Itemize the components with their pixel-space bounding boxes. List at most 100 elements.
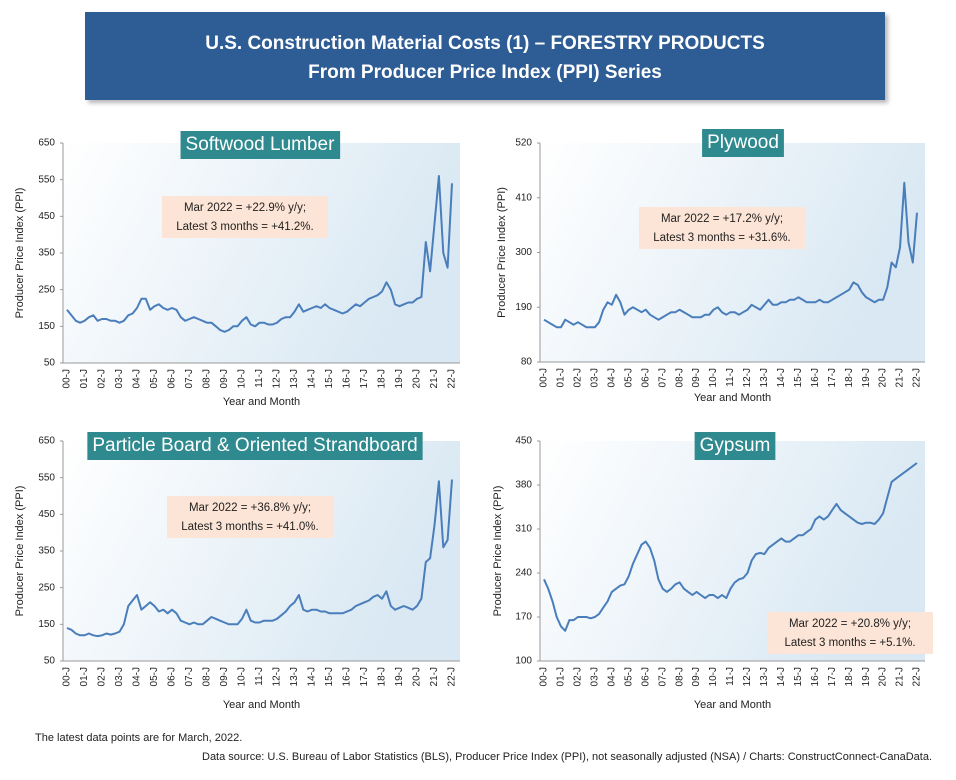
y-tick-label: 300 [515, 247, 532, 258]
x-tick-label: 00-J [62, 667, 73, 686]
y-tick-label: 100 [515, 656, 532, 667]
x-tick-label: 00-J [62, 369, 73, 388]
x-tick-label: 14-J [307, 369, 318, 388]
x-tick-label: 22-J [912, 368, 923, 387]
y-tick-label: 450 [38, 211, 55, 222]
data-line [66, 479, 453, 638]
chart-title-box [702, 129, 784, 157]
title-banner [85, 12, 885, 100]
y-tick-label: 450 [38, 509, 55, 520]
x-tick-label: 18-J [377, 369, 388, 388]
x-tick-label: 07-J [657, 667, 668, 686]
x-tick-label: 16-J [342, 369, 353, 388]
x-axis-title: Year and Month [694, 392, 771, 404]
y-tick-label: 520 [515, 138, 532, 149]
x-tick-label: 21-J [895, 368, 906, 387]
x-tick-label: 11-J [725, 667, 736, 686]
y-tick-label: 50 [44, 656, 56, 667]
x-tick-label: 14-J [776, 667, 787, 686]
x-tick-label: 16-J [810, 368, 821, 387]
x-tick-label: 14-J [776, 368, 787, 387]
chart-title-box [87, 432, 423, 460]
y-tick-label: 190 [515, 302, 532, 313]
y-tick-label: 410 [515, 192, 532, 203]
annotation: Latest 3 months = +5.1%. [784, 637, 915, 649]
plot-area [63, 143, 460, 363]
x-tick-label: 15-J [793, 368, 804, 387]
x-tick-label: 18-J [377, 667, 388, 686]
y-axis-title: Producer Price Index (PPI) [14, 188, 26, 319]
x-tick-label: 04-J [132, 667, 143, 686]
x-tick-label: 10-J [237, 369, 248, 388]
chart-title: Particle Board & Oriented Strandboard [92, 435, 417, 456]
y-tick-label: 350 [38, 248, 55, 259]
chart-title-box [180, 131, 341, 159]
x-tick-label: 01-J [79, 369, 90, 388]
y-tick-label: 350 [38, 546, 55, 557]
x-tick-label: 00-J [539, 667, 550, 686]
y-tick-label: 650 [38, 436, 55, 447]
x-tick-label: 22-J [447, 369, 458, 388]
x-tick-label: 05-J [623, 368, 634, 387]
x-tick-label: 13-J [289, 369, 300, 388]
x-tick-label: 02-J [97, 369, 108, 388]
annotation: Latest 3 months = +41.0%. [181, 521, 318, 533]
y-tick-label: 250 [38, 284, 55, 295]
x-tick-label: 11-J [254, 667, 265, 686]
y-axis-title: Producer Price Index (PPI) [14, 486, 26, 617]
x-tick-label: 04-J [606, 368, 617, 387]
annotation-box [767, 612, 933, 654]
x-tick-label: 08-J [202, 369, 213, 388]
x-tick-label: 04-J [132, 369, 143, 388]
x-tick-label: 11-J [725, 368, 736, 387]
y-tick-label: 80 [521, 357, 533, 368]
page-subtitle: From Producer Price Index (PPI) Series [308, 62, 662, 83]
x-tick-label: 06-J [167, 667, 178, 686]
source-note: Data source: U.S. Bureau of Labor Statis… [202, 751, 932, 763]
x-tick-label: 18-J [844, 667, 855, 686]
x-tick-label: 18-J [844, 368, 855, 387]
x-tick-label: 21-J [895, 667, 906, 686]
x-tick-label: 03-J [114, 369, 125, 388]
x-tick-label: 08-J [202, 667, 213, 686]
x-tick-label: 17-J [359, 369, 370, 388]
x-axis-title: Year and Month [694, 699, 771, 711]
x-tick-label: 10-J [237, 667, 248, 686]
annotation-box [639, 207, 805, 249]
x-tick-label: 22-J [447, 667, 458, 686]
x-tick-label: 22-J [912, 667, 923, 686]
x-tick-label: 17-J [359, 667, 370, 686]
annotation: Latest 3 months = +41.2%. [176, 221, 313, 233]
x-tick-label: 04-J [606, 667, 617, 686]
x-tick-label: 00-J [539, 368, 550, 387]
annotation: Mar 2022 = +36.8% y/y; [189, 502, 311, 514]
plot-area [63, 441, 460, 661]
y-tick-label: 170 [515, 612, 532, 623]
x-tick-label: 12-J [272, 369, 283, 388]
x-tick-label: 02-J [573, 667, 584, 686]
x-tick-label: 09-J [219, 369, 230, 388]
y-tick-label: 650 [38, 138, 55, 149]
x-tick-label: 19-J [394, 667, 405, 686]
annotation: Latest 3 months = +31.6%. [653, 232, 790, 244]
x-tick-label: 16-J [810, 667, 821, 686]
x-tick-label: 17-J [827, 368, 838, 387]
x-tick-label: 11-J [254, 369, 265, 388]
x-tick-label: 07-J [657, 368, 668, 387]
x-tick-label: 13-J [759, 667, 770, 686]
y-tick-label: 150 [38, 321, 55, 332]
x-tick-label: 20-J [412, 369, 423, 388]
y-tick-label: 550 [38, 174, 55, 185]
chart-title-box [694, 432, 776, 460]
x-tick-label: 10-J [708, 368, 719, 387]
x-tick-label: 20-J [878, 368, 889, 387]
data-line [543, 181, 918, 329]
y-tick-label: 550 [38, 472, 55, 483]
annotation: Mar 2022 = +20.8% y/y; [789, 618, 911, 630]
x-tick-label: 21-J [429, 667, 440, 686]
page-title: U.S. Construction Material Costs (1) – F… [205, 33, 765, 54]
x-tick-label: 19-J [861, 368, 872, 387]
x-tick-label: 06-J [640, 667, 651, 686]
x-tick-label: 03-J [590, 368, 601, 387]
chart-title: Softwood Lumber [186, 134, 336, 155]
